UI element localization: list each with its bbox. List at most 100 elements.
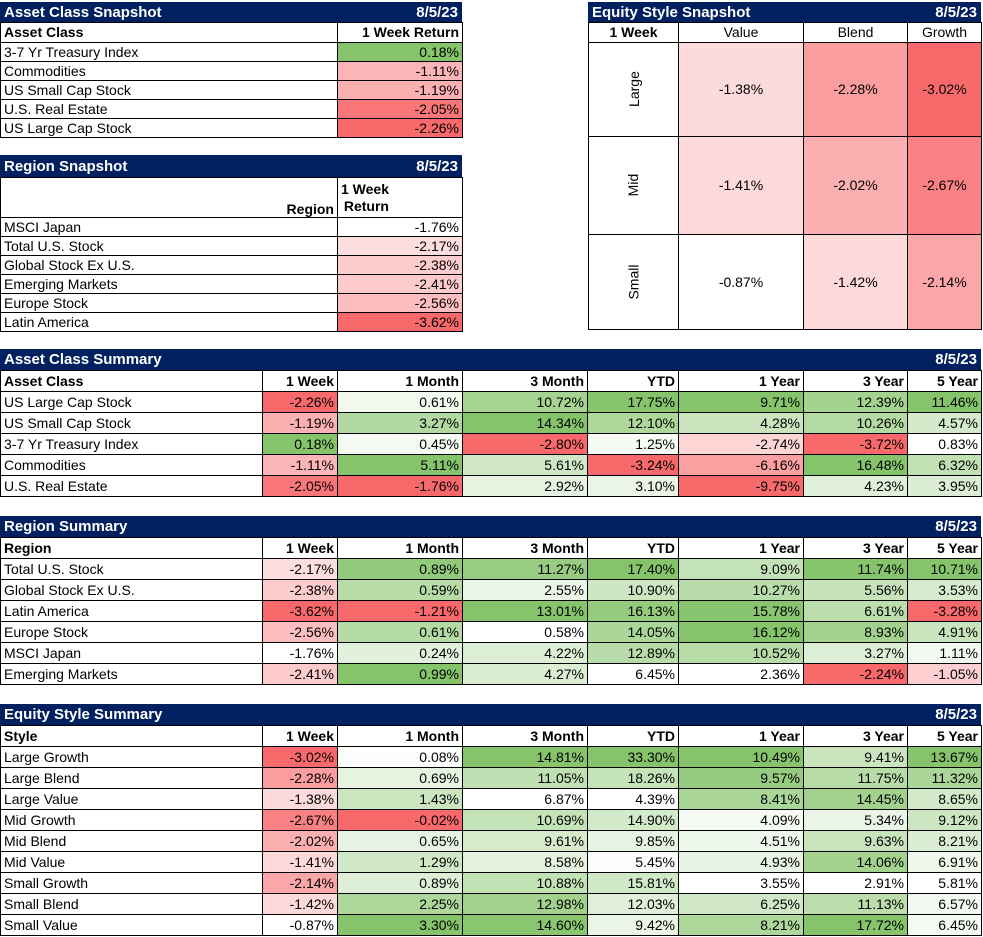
value-cell: -2.38%: [337, 255, 463, 275]
value-cell: -2.28%: [803, 42, 908, 137]
header-cell: YTD: [587, 370, 679, 392]
value-cell: -3.28%: [907, 600, 982, 622]
value-cell: 6.91%: [907, 851, 982, 873]
title-bar: Asset Class Snapshot 8/5/23: [0, 2, 462, 22]
header-cell: Style: [0, 725, 263, 747]
date: 8/5/23: [935, 351, 977, 368]
value-cell: 8.58%: [462, 851, 588, 873]
value-cell: 5.34%: [803, 809, 908, 831]
value-cell: -2.56%: [262, 621, 338, 643]
value-cell: -2.14%: [262, 872, 338, 894]
value-cell: -2.14%: [907, 234, 982, 330]
value-cell: 10.27%: [678, 579, 804, 601]
row-label: Total U.S. Stock: [0, 236, 338, 256]
value-cell: -1.38%: [678, 42, 804, 137]
value-cell: 10.49%: [678, 746, 804, 768]
header-cell: YTD: [587, 537, 679, 559]
value-cell: -1.11%: [337, 61, 463, 81]
value-cell: 5.56%: [803, 579, 908, 601]
header-cell: 1 Week: [262, 370, 338, 392]
value-cell: 2.25%: [337, 893, 463, 915]
value-cell: -2.74%: [678, 433, 804, 455]
value-cell: -3.72%: [803, 433, 908, 455]
value-cell: 0.65%: [337, 830, 463, 852]
value-cell: 10.52%: [678, 642, 804, 664]
header-cell: Region: [0, 177, 338, 218]
header-cell: 1 Year: [678, 537, 804, 559]
title-bar: Equity Style Summary 8/5/23: [0, 704, 981, 725]
value-cell: 0.08%: [337, 746, 463, 768]
value-cell: 5.45%: [587, 851, 679, 873]
value-cell: -2.24%: [803, 663, 908, 685]
row-label: Mid Value: [0, 851, 263, 873]
row-label: US Small Cap Stock: [0, 412, 263, 434]
value-cell: -3.62%: [262, 600, 338, 622]
value-cell: -1.76%: [262, 642, 338, 664]
value-cell: 3.55%: [678, 872, 804, 894]
value-cell: 11.32%: [907, 767, 982, 789]
value-cell: 1.25%: [587, 433, 679, 455]
header-cell: 1 Week: [588, 22, 679, 43]
value-cell: -2.56%: [337, 293, 463, 313]
value-cell: 10.71%: [907, 558, 982, 580]
value-cell: 9.61%: [462, 830, 588, 852]
label: Mid: [625, 174, 642, 197]
value-cell: 8.93%: [803, 621, 908, 643]
title: Asset Class Summary: [4, 351, 162, 368]
value-cell: 6.45%: [907, 914, 982, 936]
value-cell: 6.45%: [587, 663, 679, 685]
value-cell: -2.41%: [262, 663, 338, 685]
header-cell: 1 Week: [262, 725, 338, 747]
value-cell: -2.41%: [337, 274, 463, 294]
value-cell: 10.88%: [462, 872, 588, 894]
value-cell: 18.26%: [587, 767, 679, 789]
header-cell: 1 Month: [337, 725, 463, 747]
title-bar: Region Summary 8/5/23: [0, 516, 981, 537]
header-cell: Asset Class: [0, 22, 338, 43]
value-cell: 14.81%: [462, 746, 588, 768]
row-label: Latin America: [0, 600, 263, 622]
value-cell: 3.53%: [907, 579, 982, 601]
value-cell: -2.26%: [337, 118, 463, 138]
value-cell: 9.12%: [907, 809, 982, 831]
value-cell: 11.27%: [462, 558, 588, 580]
value-cell: 12.98%: [462, 893, 588, 915]
value-cell: 17.72%: [803, 914, 908, 936]
value-cell: 13.01%: [462, 600, 588, 622]
value-cell: 0.61%: [337, 391, 463, 413]
header-cell: Value: [678, 22, 804, 43]
date: 8/5/23: [935, 518, 977, 535]
value-cell: 3.27%: [337, 412, 463, 434]
value-cell: -1.41%: [262, 851, 338, 873]
value-cell: 5.81%: [907, 872, 982, 894]
value-cell: -2.05%: [337, 99, 463, 119]
value-cell: 4.57%: [907, 412, 982, 434]
value-cell: 6.25%: [678, 893, 804, 915]
value-cell: 0.83%: [907, 433, 982, 455]
row-label: US Large Cap Stock: [0, 391, 263, 413]
value-cell: 6.57%: [907, 893, 982, 915]
header-cell: 5 Year: [907, 725, 982, 747]
value-cell: 4.09%: [678, 809, 804, 831]
value-cell: 9.57%: [678, 767, 804, 789]
header-cell: 1 Month: [337, 370, 463, 392]
header-cell: 5 Year: [907, 370, 982, 392]
row-label: U.S. Real Estate: [0, 475, 263, 497]
row-label: Emerging Markets: [0, 274, 338, 294]
row-label: Europe Stock: [0, 293, 338, 313]
row-label: Small Blend: [0, 893, 263, 915]
value-cell: -2.28%: [262, 767, 338, 789]
value-cell: 14.90%: [587, 809, 679, 831]
title-bar: Equity Style Snapshot 8/5/23: [588, 2, 981, 22]
value-cell: 14.05%: [587, 621, 679, 643]
header-cell: 1 Week: [262, 537, 338, 559]
value-cell: 11.75%: [803, 767, 908, 789]
value-cell: 0.45%: [337, 433, 463, 455]
value-cell: 17.75%: [587, 391, 679, 413]
value-cell: 16.13%: [587, 600, 679, 622]
value-cell: 3.95%: [907, 475, 982, 497]
value-cell: 0.18%: [262, 433, 338, 455]
value-cell: 11.05%: [462, 767, 588, 789]
value-cell: 14.34%: [462, 412, 588, 434]
